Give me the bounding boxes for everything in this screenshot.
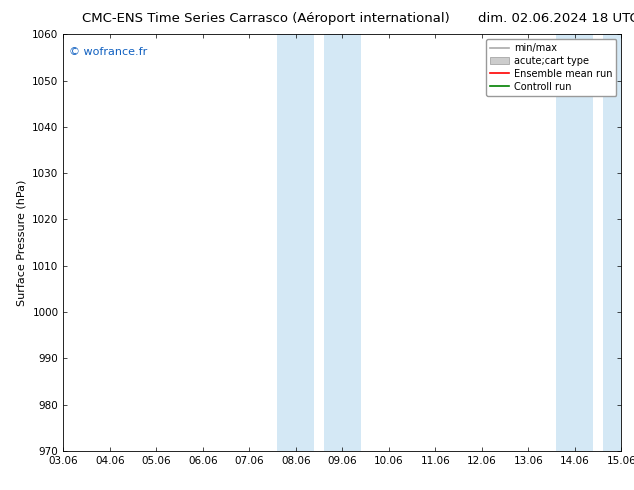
Text: dim. 02.06.2024 18 UTC: dim. 02.06.2024 18 UTC	[477, 12, 634, 25]
Y-axis label: Surface Pressure (hPa): Surface Pressure (hPa)	[16, 179, 27, 306]
Text: CMC-ENS Time Series Carrasco (Aéroport international): CMC-ENS Time Series Carrasco (Aéroport i…	[82, 12, 450, 25]
Bar	[324, 34, 361, 451]
Text: © wofrance.fr: © wofrance.fr	[69, 47, 147, 57]
Bar	[603, 34, 634, 451]
Bar	[556, 34, 593, 451]
Bar	[277, 34, 314, 451]
Legend: min/max, acute;cart type, Ensemble mean run, Controll run: min/max, acute;cart type, Ensemble mean …	[486, 39, 616, 96]
